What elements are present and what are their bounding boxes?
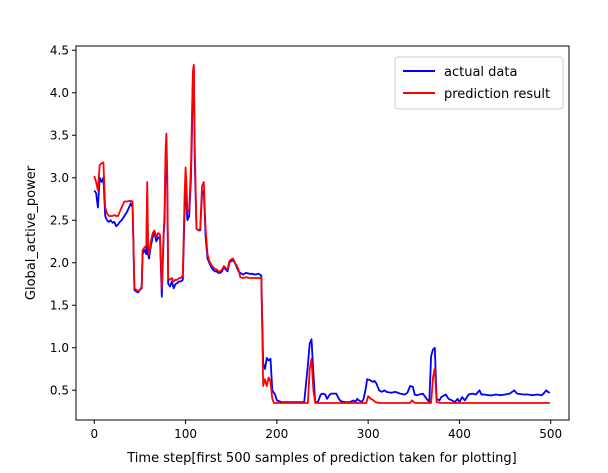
y-tick-label: 2.5 [50, 213, 69, 227]
y-tick-label: 1.5 [50, 298, 69, 312]
x-tick-label: 500 [539, 427, 562, 441]
x-tick-label: 300 [357, 427, 380, 441]
x-axis-ticks: 0 100 200 300 400 500 [90, 420, 562, 441]
x-tick-label: 100 [174, 427, 197, 441]
y-tick-label: 3.5 [50, 128, 69, 142]
y-tick-label: 4.0 [50, 86, 69, 100]
x-tick-label: 0 [90, 427, 98, 441]
legend-label-actual: actual data [444, 65, 517, 80]
series-line-1 [93, 63, 550, 404]
y-axis-label: Global_active_power [24, 165, 39, 300]
legend-box [394, 56, 564, 110]
y-tick-label: 1.0 [50, 341, 69, 355]
plot-frame [75, 45, 570, 421]
y-tick-label: 2.0 [50, 256, 69, 270]
x-axis-label: Time step[first 500 samples of predictio… [126, 451, 517, 466]
legend: actual data prediction result [394, 56, 564, 110]
x-tick-label: 200 [265, 427, 288, 441]
y-tick-label: 4.5 [50, 43, 69, 57]
y-tick-label: 3.0 [50, 171, 69, 185]
series-layer [93, 63, 551, 404]
y-tick-label: 0.5 [50, 383, 69, 397]
y-axis-ticks: 0.5 1.0 1.5 2.0 2.5 3.0 3.5 4.0 4.5 [50, 43, 76, 397]
legend-label-prediction: prediction result [444, 87, 550, 102]
x-tick-label: 400 [448, 427, 471, 441]
